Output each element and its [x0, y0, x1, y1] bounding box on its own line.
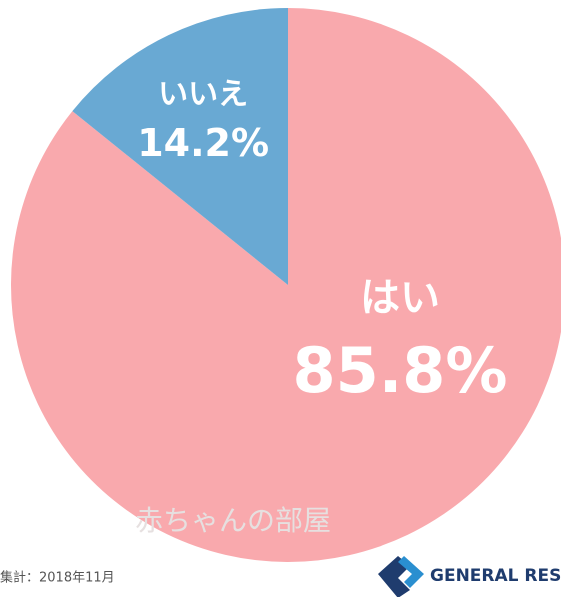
- pie-slice: [11, 8, 561, 562]
- value-label: 85.8%: [292, 334, 507, 407]
- slice-label: はい: [360, 275, 440, 321]
- note: 集計：2018年11月: [0, 570, 115, 586]
- logo-text: GENERAL RESEARCH: [430, 566, 561, 586]
- logo-icon: [378, 556, 424, 597]
- value-label: 14.2%: [137, 121, 269, 165]
- pie-slice: [72, 8, 289, 285]
- watermark: 赤ちゃんの部屋: [135, 504, 331, 537]
- slice-label: いいえ: [158, 77, 248, 112]
